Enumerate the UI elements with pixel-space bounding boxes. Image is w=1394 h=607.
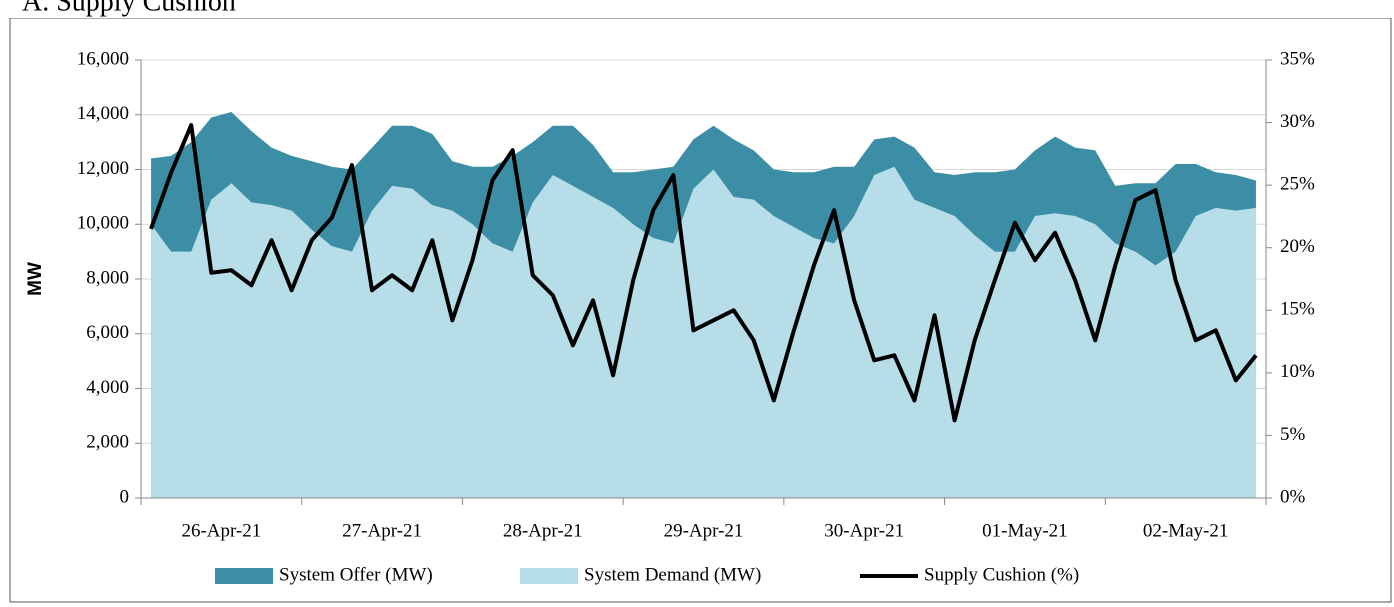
y-tick-label: 0 [120,486,130,507]
y-axis-label: MW [25,262,46,296]
x-tick-label: 30-Apr-21 [824,520,904,541]
legend-swatch [520,568,578,584]
y-tick-label: 12,000 [77,158,129,179]
y-tick-label: 6,000 [86,322,129,343]
x-tick-label: 29-Apr-21 [664,520,744,541]
y2-tick-label: 30% [1280,111,1315,132]
y2-tick-label: 10% [1280,361,1315,382]
y2-tick-label: 35% [1280,48,1315,69]
y2-tick-label: 0% [1280,486,1306,507]
y-tick-label: 14,000 [77,103,129,124]
x-tick-label: 02-May-21 [1143,520,1228,541]
x-tick-label: 01-May-21 [982,520,1067,541]
x-tick-label: 28-Apr-21 [503,520,583,541]
y2-tick-label: 20% [1280,236,1315,257]
cushion-line [149,123,1258,423]
y-tick-label: 8,000 [86,267,129,288]
y2-tick-label: 25% [1280,174,1315,195]
legend-swatch [215,568,273,584]
y-tick-label: 4,000 [86,377,129,398]
chart-title: A. Supply Cushion [22,0,236,17]
legend-label: System Offer (MW) [279,564,433,585]
y-tick-label: 16,000 [77,48,129,69]
x-tick-label: 27-Apr-21 [342,520,422,541]
legend-label: Supply Cushion (%) [924,564,1079,585]
x-tick-label: 26-Apr-21 [181,520,261,541]
y2-tick-label: 5% [1280,424,1306,445]
title-mask [0,0,1394,18]
y-tick-label: 2,000 [86,432,129,453]
y2-tick-label: 15% [1280,299,1315,320]
y-tick-label: 10,000 [77,213,129,234]
legend-label: System Demand (MW) [584,564,761,585]
